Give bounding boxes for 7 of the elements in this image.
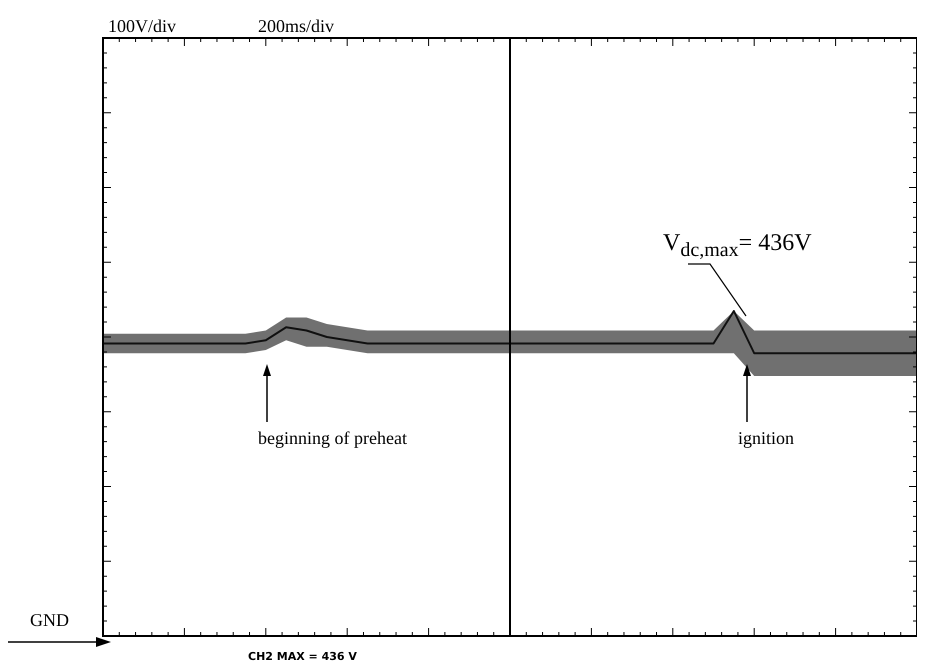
text: 100V/div xyxy=(108,16,176,37)
text: 200ms/div xyxy=(258,16,334,37)
text: CH2 MAX = 436 V xyxy=(248,650,357,663)
text: V$_{dc,max}$= 436V xyxy=(663,230,812,262)
annotation: ignition xyxy=(738,428,794,449)
annotation: beginning of preheat xyxy=(258,428,407,449)
text: GND xyxy=(30,610,69,631)
